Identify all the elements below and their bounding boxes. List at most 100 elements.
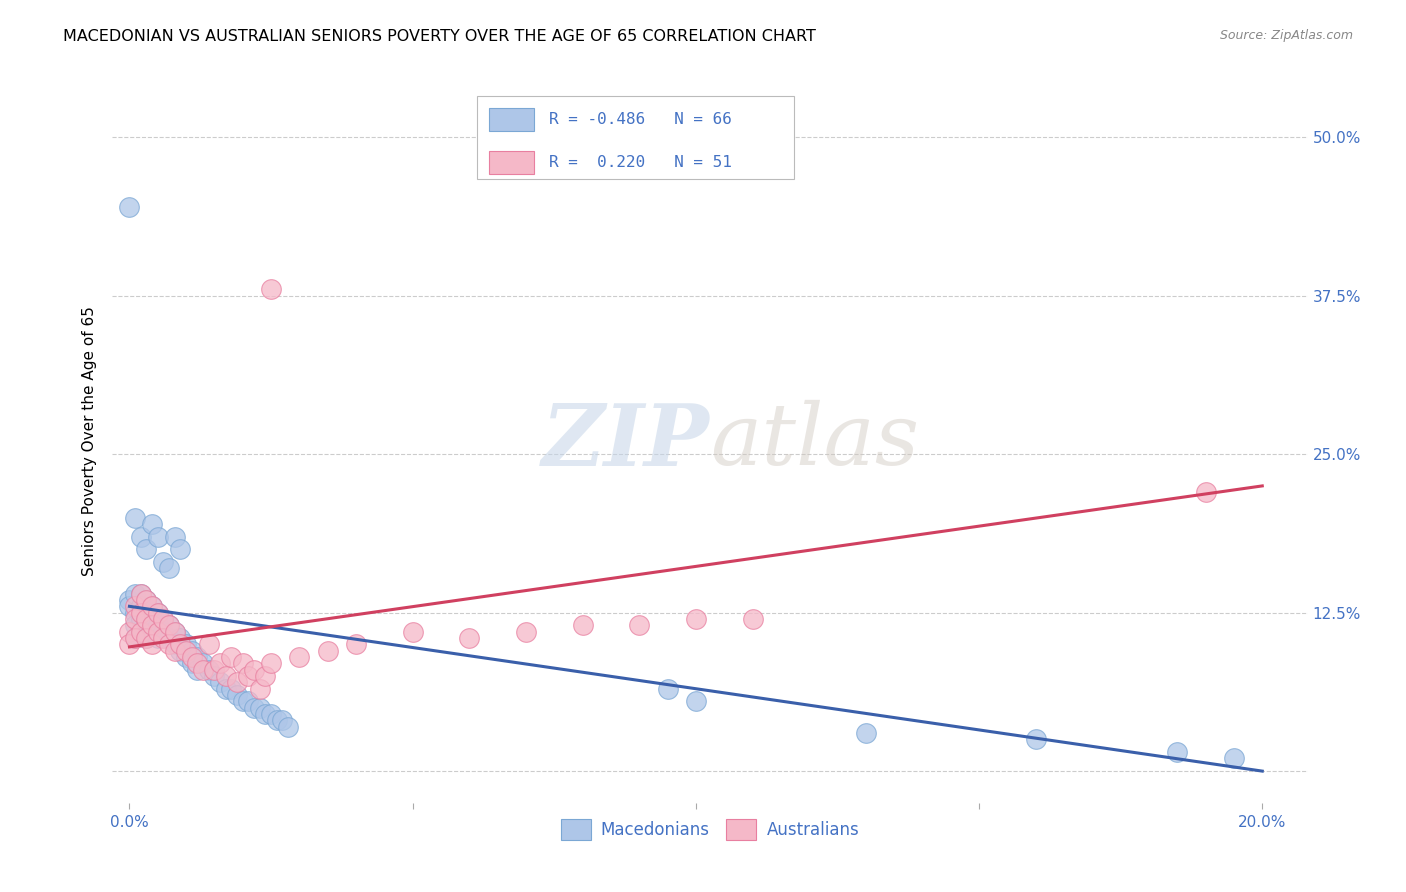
FancyBboxPatch shape xyxy=(489,108,534,131)
Point xyxy=(855,726,877,740)
Point xyxy=(146,606,169,620)
Point xyxy=(1194,485,1216,500)
Point xyxy=(402,624,425,639)
Point xyxy=(141,624,163,639)
Point xyxy=(141,618,163,632)
Point xyxy=(209,657,232,671)
Point xyxy=(186,663,208,677)
Point xyxy=(169,542,191,557)
Point xyxy=(152,631,174,645)
Point xyxy=(197,637,219,651)
Point xyxy=(129,587,152,601)
Text: MACEDONIAN VS AUSTRALIAN SENIORS POVERTY OVER THE AGE OF 65 CORRELATION CHART: MACEDONIAN VS AUSTRALIAN SENIORS POVERTY… xyxy=(63,29,815,45)
Point xyxy=(141,599,163,614)
FancyBboxPatch shape xyxy=(477,96,794,179)
Point xyxy=(316,643,339,657)
Point xyxy=(271,714,294,728)
Point xyxy=(135,606,157,620)
Point xyxy=(238,694,260,708)
Text: atlas: atlas xyxy=(710,401,920,483)
Point xyxy=(254,669,277,683)
Point xyxy=(249,700,271,714)
Point xyxy=(163,637,186,651)
Point xyxy=(277,720,299,734)
Point xyxy=(260,282,283,296)
Point xyxy=(186,657,208,671)
Point xyxy=(232,657,254,671)
Point xyxy=(458,631,481,645)
Point xyxy=(515,624,537,639)
Point xyxy=(118,599,141,614)
Point xyxy=(146,631,169,645)
Point xyxy=(124,587,146,601)
Point xyxy=(118,624,141,639)
Point xyxy=(174,637,197,651)
Point xyxy=(157,631,180,645)
Point xyxy=(141,612,163,626)
Point xyxy=(146,606,169,620)
Point xyxy=(129,587,152,601)
Point xyxy=(129,599,152,614)
Point xyxy=(1166,745,1188,759)
Point xyxy=(163,624,186,639)
Point xyxy=(243,663,266,677)
Point xyxy=(260,707,283,722)
Text: R =  0.220   N = 51: R = 0.220 N = 51 xyxy=(548,155,731,170)
Point xyxy=(124,631,146,645)
Point xyxy=(157,561,180,575)
Point xyxy=(157,618,180,632)
Point xyxy=(180,650,202,665)
Point xyxy=(135,612,157,626)
Point xyxy=(135,593,157,607)
Point xyxy=(221,650,243,665)
Point xyxy=(152,555,174,569)
Point xyxy=(226,675,249,690)
Point xyxy=(152,612,174,626)
Point xyxy=(260,657,283,671)
Point xyxy=(129,624,152,639)
Point xyxy=(118,200,141,214)
Point xyxy=(344,637,367,651)
Point xyxy=(249,681,271,696)
Point xyxy=(169,643,191,657)
Legend: Macedonians, Australians: Macedonians, Australians xyxy=(554,813,866,847)
Point xyxy=(191,663,214,677)
Point xyxy=(204,669,226,683)
Point xyxy=(174,643,197,657)
Point xyxy=(169,631,191,645)
Point xyxy=(124,510,146,524)
Point xyxy=(118,593,141,607)
Y-axis label: Seniors Poverty Over the Age of 65: Seniors Poverty Over the Age of 65 xyxy=(82,307,97,576)
Point xyxy=(232,694,254,708)
Point xyxy=(124,618,146,632)
Point xyxy=(180,643,202,657)
Point xyxy=(169,637,191,651)
Point xyxy=(288,650,311,665)
Point xyxy=(180,657,202,671)
Text: Source: ZipAtlas.com: Source: ZipAtlas.com xyxy=(1219,29,1353,43)
Point xyxy=(157,618,180,632)
Point xyxy=(238,669,260,683)
Point xyxy=(163,643,186,657)
Point xyxy=(124,612,146,626)
Point xyxy=(221,681,243,696)
Text: R = -0.486   N = 66: R = -0.486 N = 66 xyxy=(548,112,731,127)
Point xyxy=(129,612,152,626)
Point xyxy=(135,631,157,645)
Point xyxy=(129,624,152,639)
Point xyxy=(163,530,186,544)
Point xyxy=(118,637,141,651)
FancyBboxPatch shape xyxy=(489,151,534,174)
Point xyxy=(657,681,679,696)
Point xyxy=(685,694,707,708)
Point xyxy=(174,650,197,665)
Point xyxy=(266,714,288,728)
Point xyxy=(135,631,157,645)
Point xyxy=(124,631,146,645)
Point xyxy=(243,700,266,714)
Point xyxy=(135,593,157,607)
Point xyxy=(163,624,186,639)
Point xyxy=(215,681,238,696)
Point xyxy=(146,624,169,639)
Point xyxy=(152,624,174,639)
